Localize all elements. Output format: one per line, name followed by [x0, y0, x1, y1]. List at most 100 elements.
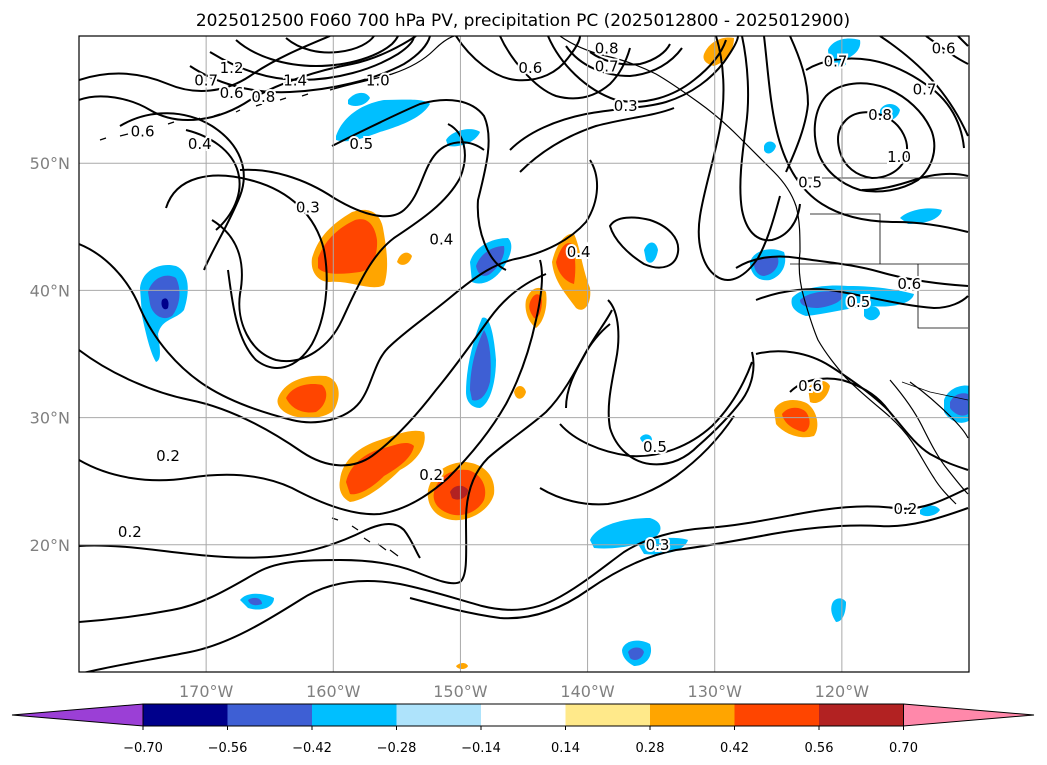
contour-label: 0.8 [595, 40, 619, 58]
pv-contour [763, 36, 969, 233]
precip-area [590, 518, 661, 549]
pv-contour [209, 36, 415, 82]
colorbar-segment [227, 704, 313, 726]
contour-label: 0.8 [251, 88, 275, 106]
colorbar-extend-low [11, 703, 144, 727]
coastline-baja [889, 379, 969, 495]
contour-label: 0.2 [419, 466, 443, 484]
coastline-alaska [329, 36, 455, 91]
precip-area [703, 37, 734, 66]
pv-contour [879, 36, 969, 137]
contour-label: 0.4 [567, 243, 591, 261]
contour-label: 0.2 [156, 447, 180, 465]
colorbar-segment [819, 704, 904, 726]
colorbar-tick-label: −0.42 [292, 741, 332, 756]
precip-area [782, 407, 810, 432]
border-us-mexico [901, 381, 969, 401]
contour-label: 0.6 [220, 84, 244, 102]
contour-label: 0.4 [429, 231, 453, 249]
precip-area [900, 208, 942, 224]
contour-label: 0.7 [595, 58, 619, 76]
pv-contour [79, 259, 544, 516]
coastlines [99, 36, 969, 557]
precip-area [800, 291, 843, 308]
contour-label: 0.8 [868, 106, 892, 124]
pv-contour [837, 111, 908, 180]
contour-label: 1.2 [220, 59, 244, 77]
contour-label: 0.3 [614, 97, 638, 115]
colorbar-segment [396, 704, 482, 726]
pv-contour [547, 36, 727, 103]
pv-contour [805, 57, 965, 149]
border-state [810, 213, 881, 264]
precip-area [556, 242, 576, 284]
pv-contour [697, 36, 781, 281]
pv-contour [119, 112, 245, 271]
contour-label: 0.7 [194, 72, 218, 90]
pv-contour [165, 174, 328, 369]
contour-label: 1.4 [283, 72, 307, 90]
contour-label: 1.0 [366, 72, 390, 90]
colorbar-tick-label: −0.56 [208, 741, 248, 756]
pv-contour [285, 36, 375, 54]
colorbar-tick-label: 0.56 [805, 741, 834, 756]
precip-area [864, 306, 880, 321]
colorbar-extend-high [903, 703, 1035, 727]
pv-contour [79, 36, 417, 121]
precip-area [148, 275, 180, 319]
pv-contour [565, 45, 683, 78]
lat-tick-label: 20°N [30, 536, 70, 555]
colorbar-tick-label: 0.42 [720, 741, 749, 756]
pv-contour [189, 36, 431, 94]
contour-label: 0.3 [296, 199, 320, 217]
lon-tick-label: 120°W [815, 682, 870, 701]
precip-area [318, 219, 378, 274]
contour-label: 1.0 [887, 148, 911, 166]
border-state [917, 264, 968, 329]
precip-area [286, 384, 327, 413]
precip-area [834, 57, 846, 69]
colorbar-segment [650, 704, 735, 726]
axis-labels: 20°N 30°N 40°N 50°N 170°W 160°W 150°W 140°W 130°… [30, 154, 870, 701]
colorbar-tick-label: −0.28 [377, 741, 417, 756]
contour-label: 0.4 [188, 135, 212, 153]
contour-label: 0.5 [798, 173, 822, 191]
figure-title: 2025012500 F060 700 hPa PV, precipitatio… [196, 11, 850, 31]
precip-area [514, 386, 526, 399]
colorbar: −0.70 −0.56 −0.42 −0.28 −0.14 0.14 0.28 0.42 0.5… [11, 703, 1035, 756]
colorbar-tick-label: 0.14 [551, 741, 580, 756]
pv-contour [79, 159, 599, 424]
gridlines [79, 36, 969, 672]
contour-label: 0.7 [913, 80, 937, 98]
colorbar-tick-label: −0.70 [123, 741, 163, 756]
pv-contour [79, 273, 547, 467]
lon-tick-label: 130°W [688, 682, 743, 701]
precip-area [764, 141, 776, 154]
lon-tick-label: 170°W [179, 682, 234, 701]
contour-label: 0.5 [643, 438, 667, 456]
colorbar-tick-label: −0.14 [461, 741, 501, 756]
pv-contour [235, 36, 399, 68]
lat-tick-label: 50°N [30, 154, 70, 173]
pv-contour [239, 141, 485, 218]
contour-label: 0.6 [518, 59, 542, 77]
contour-label: 0.6 [897, 275, 921, 293]
aleutian-islands [99, 93, 309, 141]
pv-contour [589, 43, 671, 66]
contour-label: 0.6 [798, 377, 822, 395]
pv-contour [957, 36, 969, 47]
precip-area [456, 663, 468, 669]
pv-contour [409, 507, 969, 620]
pv-contour [608, 216, 680, 269]
colorbar-frame [142, 703, 904, 727]
pv-contour [79, 523, 421, 559]
contour-label: 0.7 [824, 52, 848, 70]
precip-area [640, 434, 652, 444]
precip-area [754, 256, 779, 276]
precip-area [644, 242, 658, 263]
pv-contour [739, 36, 801, 242]
precip-area [476, 246, 505, 276]
precip-area [828, 38, 861, 61]
colorbar-segment [565, 704, 651, 726]
